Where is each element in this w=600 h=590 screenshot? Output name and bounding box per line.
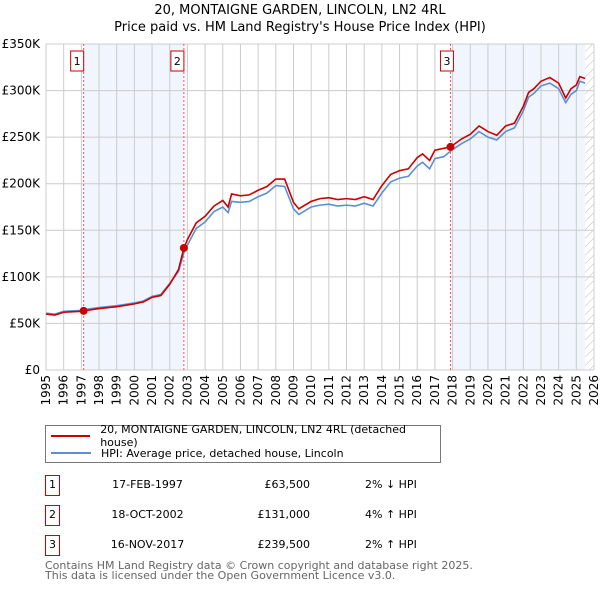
legend-item-property: 20, MONTAIGNE GARDEN, LINCOLN, LN2 4RL (…: [51, 423, 440, 449]
legend: 20, MONTAIGNE GARDEN, LINCOLN, LN2 4RL (…: [45, 423, 441, 463]
x-tick-label: 2025: [569, 375, 583, 406]
future-hatch: [585, 44, 594, 370]
transaction-date: 16-NOV-2017: [110, 538, 185, 551]
x-tick-label: 2022: [516, 375, 530, 406]
transaction-badge: 2: [45, 505, 60, 526]
chart-title: 20, MONTAIGNE GARDEN, LINCOLN, LN2 4RL: [154, 3, 446, 18]
transaction-price: £131,000: [257, 508, 311, 521]
sale-badge: [70, 50, 85, 72]
x-tick-label: 2008: [269, 375, 283, 406]
sale-badge: [439, 50, 454, 72]
x-tick-label: 1995: [39, 375, 53, 406]
x-tick-label: 2026: [587, 375, 600, 406]
sale-badge-label: 2: [174, 55, 181, 68]
x-tick-label: 2019: [463, 375, 477, 406]
x-tick-label: 2010: [304, 375, 318, 406]
x-tick-label: 2018: [446, 375, 460, 406]
x-tick-label: 1997: [74, 375, 88, 406]
sale-badge: [170, 50, 185, 72]
y-tick-label: £250K: [2, 130, 42, 144]
sale-point: [79, 306, 88, 315]
transaction-badge: 3: [45, 535, 60, 556]
sale-badge-label: 1: [74, 55, 81, 68]
sale-badge-label: 3: [443, 55, 450, 68]
x-tick-label: 2023: [534, 375, 548, 406]
x-tick-label: 2024: [552, 375, 566, 406]
price-chart: 1995 1996 1997 1998 1999 2000 2001 2002 2003 2004…: [2, 37, 600, 406]
transaction-row: 2 18-OCT-2002 £131,000 4% ↑ HPI: [45, 505, 445, 526]
y-tick-label: £50K: [9, 316, 41, 330]
x-tick-label: 2007: [251, 375, 265, 406]
x-tick-label: 2011: [322, 375, 336, 406]
y-tick-label: £0: [25, 363, 40, 377]
transaction-hpi: 2% ↓ HPI: [365, 478, 417, 491]
x-tick-label: 2001: [145, 375, 159, 406]
x-tick-label: 2021: [499, 375, 513, 406]
legend-label: HPI: Average price, detached house, Linc…: [101, 446, 344, 460]
x-tick-label: 2005: [216, 375, 230, 406]
x-tick-label: 2017: [428, 375, 442, 406]
y-tick-label: £200K: [2, 177, 42, 191]
shaded-range: [83, 44, 184, 370]
x-tick-label: 2004: [198, 375, 212, 406]
x-tick-label: 2020: [481, 375, 495, 406]
footer-licence: This data is licensed under the Open Gov…: [45, 569, 396, 582]
y-tick-label: £350K: [2, 37, 42, 51]
x-tick-label: 2006: [233, 375, 247, 406]
chart-subtitle: Price paid vs. HM Land Registry's House …: [114, 20, 486, 35]
transaction-row: 1 17-FEB-1997 £63,500 2% ↓ HPI: [45, 475, 445, 496]
transaction-badge: 1: [45, 475, 60, 496]
x-tick-label: 2013: [357, 375, 371, 406]
legend-swatch-blue: [51, 452, 91, 454]
transaction-date: 18-OCT-2002: [111, 508, 184, 521]
x-tick-label: 2002: [163, 375, 177, 406]
transaction-price: £239,500: [257, 538, 311, 551]
x-tick-label: 1998: [92, 375, 106, 406]
transaction-hpi: 2% ↑ HPI: [365, 538, 417, 551]
legend-swatch-red: [51, 435, 91, 437]
x-tick-label: 2000: [127, 375, 141, 406]
x-tick-label: 2014: [375, 375, 389, 406]
transaction-hpi: 4% ↑ HPI: [365, 508, 417, 521]
x-tick-label: 2016: [410, 375, 424, 406]
sale-point: [179, 243, 188, 252]
x-tick-label: 2012: [340, 375, 354, 406]
x-tick-label: 1996: [57, 375, 71, 406]
transaction-row: 3 16-NOV-2017 £239,500 2% ↑ HPI: [45, 535, 445, 556]
y-tick-label: £100K: [2, 270, 42, 284]
footer-copyright: Contains HM Land Registry data © Crown c…: [45, 559, 473, 572]
transaction-date: 17-FEB-1997: [112, 478, 183, 491]
sale-point: [446, 142, 455, 151]
x-tick-label: 2015: [393, 375, 407, 406]
y-tick-label: £300K: [2, 84, 42, 98]
y-tick-label: £150K: [2, 223, 42, 237]
x-tick-label: 2003: [180, 375, 194, 406]
x-tick-label: 2009: [286, 375, 300, 406]
legend-item-hpi: HPI: Average price, detached house, Linc…: [51, 445, 344, 461]
x-tick-label: 1999: [110, 375, 124, 406]
legend-label: 20, MONTAIGNE GARDEN, LINCOLN, LN2 4RL (…: [100, 423, 406, 449]
price-paid-line: [45, 75, 586, 316]
transaction-price: £63,500: [264, 478, 311, 491]
